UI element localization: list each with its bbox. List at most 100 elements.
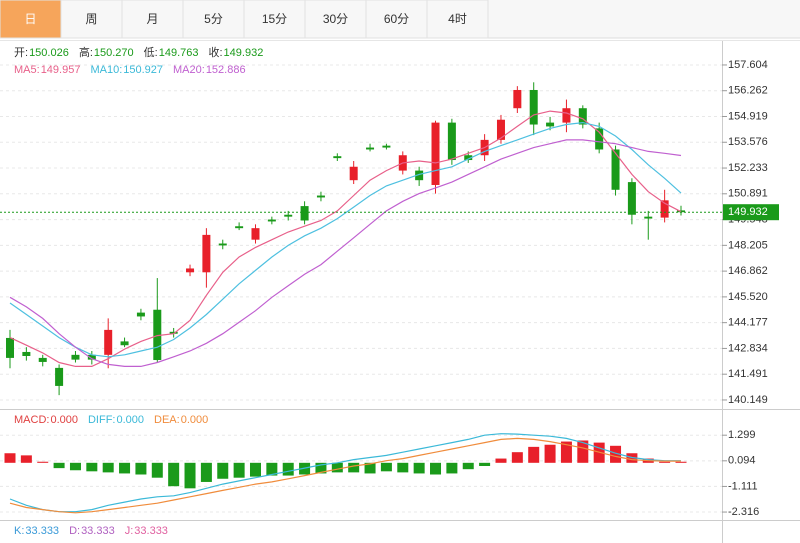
macd-bar <box>659 461 671 463</box>
candle-body <box>496 119 505 140</box>
tab-label[interactable]: 月 <box>146 12 158 26</box>
candle-body <box>104 329 113 355</box>
candle-body <box>562 108 571 123</box>
candle-body <box>627 182 636 215</box>
readout-value: 150.026 <box>29 47 69 59</box>
candle-body <box>431 122 440 185</box>
readout-value: 33.333 <box>81 525 115 537</box>
candle-body <box>595 128 604 150</box>
candle-body <box>6 337 14 358</box>
tab-label[interactable]: 30分 <box>323 12 348 26</box>
readout-name: 开: <box>14 47 28 59</box>
macd-bar <box>37 461 49 463</box>
readout-value: 0.000 <box>181 414 209 426</box>
tab-label[interactable]: 日 <box>24 12 36 26</box>
macd-bar <box>610 445 622 463</box>
macd-bar <box>200 462 212 482</box>
y-tick-label: 144.177 <box>728 317 768 329</box>
tab-label[interactable]: 60分 <box>384 12 409 26</box>
candle-body <box>251 228 260 240</box>
macd-bar <box>86 462 98 472</box>
indicator-line <box>9 437 681 514</box>
candle-body <box>316 195 325 198</box>
candle-body <box>464 155 473 161</box>
y-tick-label: 1.299 <box>728 429 756 441</box>
tab[interactable] <box>365 0 428 39</box>
macd-bar <box>675 461 687 463</box>
readout-value: 149.763 <box>159 47 199 59</box>
macd-bar <box>430 462 442 475</box>
candle-body <box>611 149 620 190</box>
macd-bar <box>479 462 491 466</box>
candle-body <box>415 170 424 181</box>
indicator-line <box>9 433 681 513</box>
candle-body <box>202 234 211 273</box>
tab-label[interactable]: 5分 <box>204 12 223 26</box>
macd-bar <box>315 462 327 474</box>
last-price-label: 149.932 <box>728 206 768 218</box>
candle-body <box>546 122 555 127</box>
candle-body <box>300 206 309 221</box>
tab-label[interactable]: 周 <box>85 12 97 26</box>
macd-bar <box>413 462 425 474</box>
candle-body <box>529 89 538 125</box>
y-tick-label: 140.149 <box>728 394 768 406</box>
readout-name: MA10: <box>90 64 122 76</box>
macd-bar <box>511 452 523 463</box>
readout-name: D: <box>69 525 80 537</box>
candle-body <box>87 354 96 360</box>
candle-body <box>513 89 522 109</box>
macd-bar <box>249 462 261 477</box>
y-tick-label: 153.576 <box>728 136 768 148</box>
readout-name: J: <box>125 525 134 537</box>
y-tick-label: 0.094 <box>728 455 756 467</box>
tab-label[interactable]: 15分 <box>262 12 287 26</box>
macd-bar <box>4 453 16 463</box>
macd-bar <box>53 462 65 469</box>
macd-bar <box>102 462 114 473</box>
macd-bar <box>282 462 294 476</box>
macd-bar <box>168 462 180 487</box>
tab-label[interactable]: 4时 <box>448 12 467 26</box>
macd-bar <box>119 462 131 474</box>
readout-value: 152.886 <box>206 64 246 76</box>
y-tick-label: 154.919 <box>728 110 768 122</box>
candle-body <box>153 309 162 361</box>
candle-body <box>644 216 653 219</box>
tab[interactable] <box>0 0 62 39</box>
macd-bar <box>544 444 556 463</box>
y-tick-label: 142.834 <box>728 342 768 354</box>
last-price-box <box>723 204 779 221</box>
macd-bar <box>135 462 147 475</box>
indicator-line <box>9 121 682 358</box>
y-tick-label: 148.205 <box>728 239 768 251</box>
y-tick-label: 141.491 <box>728 368 768 380</box>
readout-name: 高: <box>79 45 93 59</box>
y-tick-label: 156.262 <box>728 85 768 97</box>
candle-body <box>660 200 669 218</box>
macd-bar <box>364 462 376 474</box>
macd-bar <box>331 462 343 473</box>
readout-value: 0.000 <box>116 414 144 426</box>
y-tick-label: 157.604 <box>728 59 768 71</box>
macd-bar <box>380 462 392 472</box>
macd-bar <box>397 462 409 473</box>
tab[interactable] <box>304 0 367 39</box>
candle-body <box>186 268 195 273</box>
macd-bar <box>495 458 507 463</box>
macd-bar <box>560 441 572 463</box>
candle-body <box>71 354 80 360</box>
macd-bar <box>233 462 245 478</box>
y-tick-label: 145.520 <box>728 291 768 303</box>
candle-body <box>578 108 587 125</box>
y-tick-label: -2.316 <box>728 506 759 518</box>
macd-bar <box>151 462 163 478</box>
tab[interactable] <box>426 0 489 39</box>
candle-body <box>284 214 293 217</box>
y-tick-label: 146.862 <box>728 265 768 277</box>
macd-bar <box>577 440 589 463</box>
readout-value: 149.957 <box>41 64 81 76</box>
macd-bar <box>446 462 458 474</box>
tab[interactable] <box>121 0 184 39</box>
